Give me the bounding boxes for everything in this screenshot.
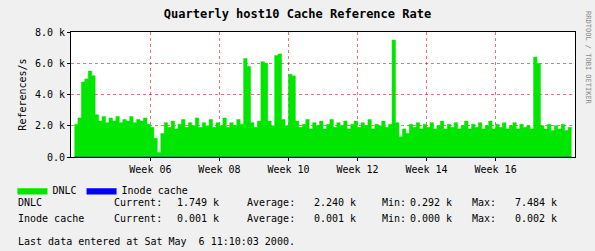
svg-text:Min:: Min: [382,197,406,208]
svg-text:Average:: Average: [247,197,295,208]
svg-text:Max:: Max: [472,197,496,208]
svg-text:Max:: Max: [472,213,496,224]
svg-text:0.0: 0.0 [47,152,65,163]
svg-text:6.0 k: 6.0 k [35,58,65,69]
svg-text:RRDTOOL / TOBI OETIKER: RRDTOOL / TOBI OETIKER [584,11,592,105]
svg-text:Week 06: Week 06 [129,164,171,175]
svg-text:0.002 k: 0.002 k [515,213,557,224]
svg-text:DNLC: DNLC [18,197,42,208]
svg-text:7.484 k: 7.484 k [515,197,557,208]
svg-text:Week 14: Week 14 [405,164,447,175]
svg-text:0.001 k: 0.001 k [177,213,219,224]
svg-text:References/s: References/s [17,58,28,130]
svg-text:Quarterly host10 Cache Referen: Quarterly host10 Cache Reference Rate [164,7,431,21]
svg-text:2.240 k: 2.240 k [314,197,356,208]
svg-text:Week 08: Week 08 [198,164,240,175]
svg-text:0.292 k: 0.292 k [410,197,452,208]
svg-text:DNLC: DNLC [52,185,76,196]
svg-text:Inode cache: Inode cache [122,185,188,196]
svg-text:Last data entered at Sat May: Last data entered at Sat May 6 11:10:03 … [18,236,295,247]
svg-text:Current:: Current: [114,197,162,208]
svg-text:Week 12: Week 12 [336,164,378,175]
svg-text:4.0 k: 4.0 k [35,89,65,100]
svg-text:0.001 k: 0.001 k [314,213,356,224]
svg-text:Current:: Current: [114,213,162,224]
svg-text:Average:: Average: [247,213,295,224]
svg-text:0.000 k: 0.000 k [410,213,452,224]
svg-text:Week 16: Week 16 [475,164,517,175]
svg-text:1.749 k: 1.749 k [177,197,219,208]
svg-text:Week 10: Week 10 [267,164,309,175]
svg-text:8.0 k: 8.0 k [35,27,65,38]
svg-text:Min:: Min: [382,213,406,224]
svg-text:Inode cache: Inode cache [18,213,84,224]
svg-text:2.0 k: 2.0 k [35,120,65,131]
